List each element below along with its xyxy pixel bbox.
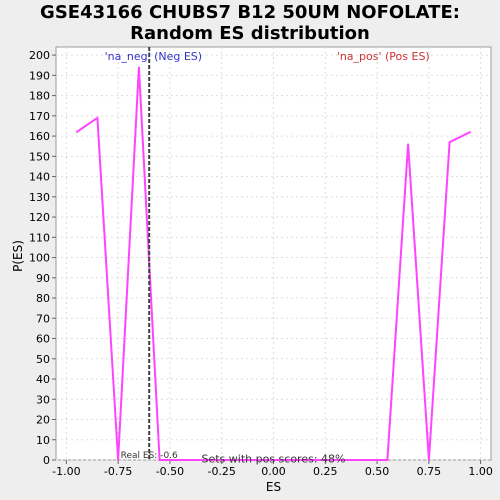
es-data-point xyxy=(386,459,389,461)
x-tick-label: 0.00 xyxy=(261,465,286,478)
annotation-label: 'na_pos' (Pos ES) xyxy=(337,50,430,63)
es-data-point xyxy=(200,459,202,461)
annotation-label: Sets with pos scores: 48% xyxy=(201,452,345,465)
es-data-point xyxy=(345,459,347,461)
series-layer xyxy=(75,47,472,461)
es-data-point xyxy=(158,459,161,461)
es-distribution-line xyxy=(76,67,471,461)
chart-title: GSE43166 CHUBS7 B12 50UM NOFOLATE: Rando… xyxy=(0,2,500,44)
y-axis-label: P(ES) xyxy=(11,240,25,272)
es-data-point xyxy=(303,459,306,461)
es-data-point xyxy=(428,459,430,461)
es-data-point xyxy=(241,459,244,461)
es-data-point xyxy=(324,459,327,461)
chart-title-line-2: Random ES distribution xyxy=(130,23,370,44)
x-tick-label: -1.00 xyxy=(52,465,80,478)
y-tick-label: 60 xyxy=(36,333,50,346)
es-data-point xyxy=(96,117,99,119)
grid xyxy=(56,47,491,461)
es-data-point xyxy=(179,459,182,461)
y-tick-label: 70 xyxy=(36,312,50,325)
x-axis-label: ES xyxy=(266,480,281,494)
x-tick-label: 1.00 xyxy=(468,465,493,478)
y-tick-label: 140 xyxy=(29,171,50,184)
es-data-point xyxy=(75,131,78,133)
y-tick-label: 40 xyxy=(36,373,50,386)
x-tick-label: -0.75 xyxy=(104,465,132,478)
y-tick-label: 110 xyxy=(29,231,50,244)
es-data-point xyxy=(117,459,119,461)
x-tick-label: 0.25 xyxy=(313,465,338,478)
es-data-point xyxy=(283,459,285,461)
y-tick-label: 120 xyxy=(29,211,50,224)
es-data-point xyxy=(262,459,264,461)
y-tick-label: 50 xyxy=(36,353,50,366)
y-tick-label: 20 xyxy=(36,414,50,427)
x-tick-label: -0.50 xyxy=(156,465,184,478)
y-tick-label: 80 xyxy=(36,292,50,305)
annotation-label: 'na_neg' (Neg ES) xyxy=(105,50,202,63)
real-es-label: Real ES: -0.6 xyxy=(121,451,178,461)
y-tick-label: 10 xyxy=(36,434,50,447)
y-tick-label: 190 xyxy=(29,69,50,82)
annotations: Real ES: -0.6 'na_neg' (Neg ES) 'na_pos' (… xyxy=(105,50,430,465)
chart-title-line-1: GSE43166 CHUBS7 B12 50UM NOFOLATE: xyxy=(40,2,460,23)
es-data-point xyxy=(448,141,451,143)
es-data-point xyxy=(220,459,223,461)
y-tick-label: 150 xyxy=(29,150,50,163)
x-tick-label: 0.50 xyxy=(365,465,390,478)
y-tick-label: 100 xyxy=(29,252,50,265)
y-tick-label: 30 xyxy=(36,393,50,406)
y-tick-label: 180 xyxy=(29,90,50,103)
es-data-point xyxy=(365,459,368,461)
y-tick-label: 130 xyxy=(29,191,50,204)
x-tick-label: -0.25 xyxy=(207,465,235,478)
x-tick-label: 0.75 xyxy=(417,465,442,478)
es-data-point xyxy=(407,143,409,145)
y-tick-label: 0 xyxy=(43,454,50,467)
y-tick-label: 90 xyxy=(36,272,50,285)
y-tick-label: 170 xyxy=(29,110,50,123)
es-data-point xyxy=(138,66,140,69)
es-data-point xyxy=(469,131,472,133)
y-tick-label: 160 xyxy=(29,130,50,143)
axes: 0 10 20 30 40 50 60 70 80 90 100 110 120 130 140 150 160… xyxy=(29,49,493,478)
y-tick-label: 200 xyxy=(29,49,50,62)
